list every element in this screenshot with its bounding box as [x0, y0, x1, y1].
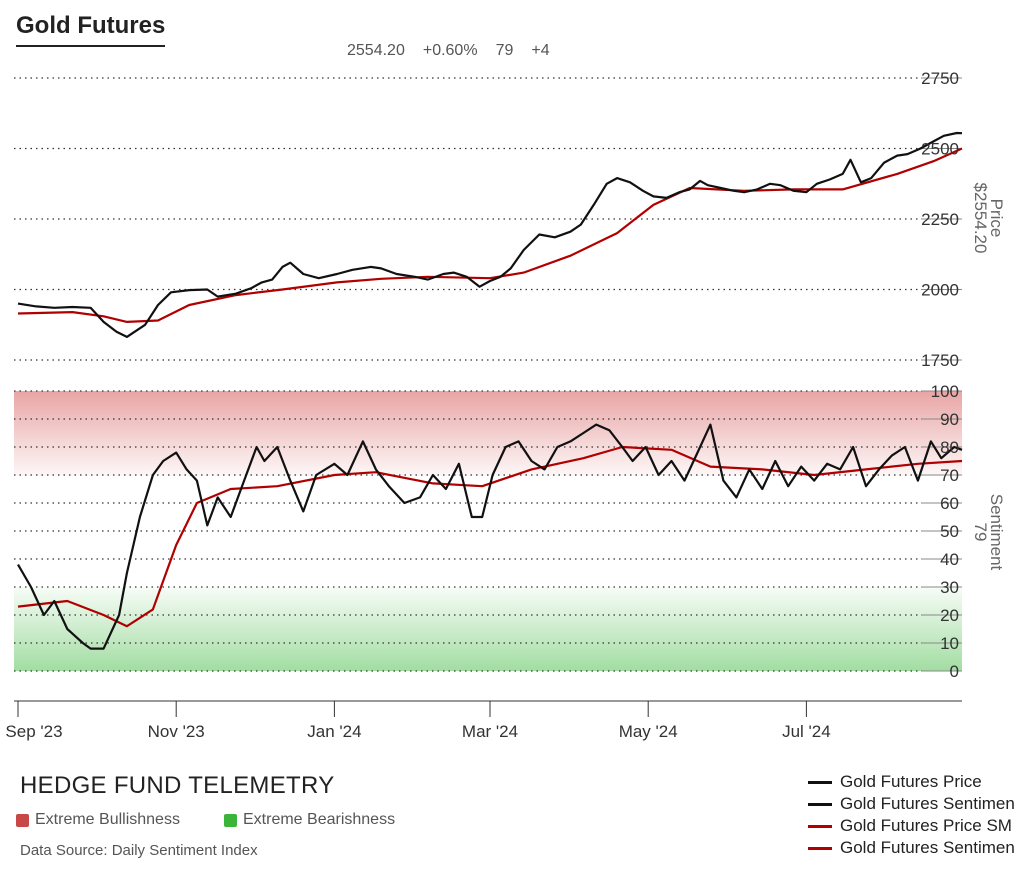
extreme-bull-label: Extreme Bullishness [35, 811, 180, 828]
x-axis: Sep '23 Nov '23 Jan '24 Mar '24 May '24 Jul '… [5, 700, 962, 741]
bear-swatch [224, 813, 237, 827]
price-axis-label: Price [987, 199, 1006, 238]
legend-label: Gold Futures Sentimen [840, 838, 1015, 857]
legend-line-icon [808, 824, 832, 828]
price-tick-label: 2250 [921, 210, 959, 229]
sentiment-change: +4 [531, 42, 550, 59]
x-tick-label: Nov '23 [148, 722, 205, 741]
header-stats: 2554.20 +0.60% 79 +4 [347, 42, 568, 60]
extreme-bear-zone [14, 587, 962, 671]
x-tick-label: May '24 [619, 722, 678, 741]
sentiment-tick-label: 60 [940, 494, 959, 513]
sentiment-tick-label: 50 [940, 522, 959, 541]
sentiment-tick-label: 100 [931, 382, 959, 401]
sentiment-tick-label: 0 [950, 662, 959, 681]
series-lines [17, 131, 963, 650]
price-sma-line [17, 147, 963, 323]
legend-item-sentiment[interactable]: Gold Futures Sentimen [808, 793, 1024, 815]
price-last-value: $2554.20 [971, 183, 990, 254]
sentiment-tick-label: 40 [940, 550, 959, 569]
price-tick-label: 2500 [921, 140, 959, 159]
x-tick-label: Jul '24 [782, 722, 831, 741]
sentiment-tick-label: 10 [940, 634, 959, 653]
legend-item-price-sma[interactable]: Gold Futures Price SM [808, 815, 1024, 837]
last-sentiment: 79 [495, 42, 514, 59]
sentiment-tick-label: 80 [940, 438, 959, 457]
gridlines [14, 77, 962, 672]
extreme-bull-zone [14, 391, 962, 476]
sentiment-tick-label: 90 [940, 410, 959, 429]
brand-name: HEDGE FUND TELEMETRY [20, 772, 335, 799]
sentiment-last-value: 79 [971, 523, 990, 542]
price-tick-label: 2750 [921, 69, 959, 88]
price-line [17, 131, 963, 338]
sentiment-tick-label: 70 [940, 466, 959, 485]
legend-label: Gold Futures Price SM [840, 816, 1012, 835]
legend-item-price[interactable]: Gold Futures Price [808, 771, 1024, 793]
price-tick-label: 2000 [921, 281, 959, 300]
x-tick-label: Mar '24 [462, 722, 518, 741]
legend-line-icon [808, 780, 832, 784]
bull-swatch [16, 813, 29, 827]
sentiment-tick-label: 30 [940, 578, 959, 597]
series-legend: Gold Futures Price Gold Futures Sentimen… [808, 771, 1024, 859]
price-change: +0.60% [422, 42, 478, 59]
legend-item-sentiment-sma[interactable]: Gold Futures Sentimen [808, 837, 1024, 859]
data-source: Data Source: Daily Sentiment Index [20, 842, 258, 859]
extreme-bear-label: Extreme Bearishness [243, 811, 396, 828]
price-tick-label: 1750 [921, 351, 959, 370]
y-tick-labels: 1750 2000 2250 2500 2750 0 10 20 30 40 50 60 70 80 90 1… [921, 69, 959, 681]
last-price: 2554.20 [347, 42, 405, 59]
legend-label: Gold Futures Sentimen [840, 794, 1015, 813]
x-tick-label: Jan '24 [307, 722, 361, 741]
extreme-bear-key: Extreme Bearishness [224, 811, 395, 829]
x-tick-label: Sep '23 [5, 722, 62, 741]
sentiment-tick-label: 20 [940, 606, 959, 625]
legend-label: Gold Futures Price [840, 772, 982, 791]
legend-line-icon [808, 802, 832, 806]
extreme-bull-key: Extreme Bullishness [16, 811, 180, 829]
sentiment-axis-label: Sentiment [987, 494, 1006, 571]
sentiment-line [17, 423, 963, 650]
legend-line-icon [808, 846, 832, 850]
chart-title: Gold Futures [16, 12, 166, 47]
chart-canvas: Sep '23 Nov '23 Jan '24 Mar '24 May '24 Jul '… [5, 69, 1006, 741]
